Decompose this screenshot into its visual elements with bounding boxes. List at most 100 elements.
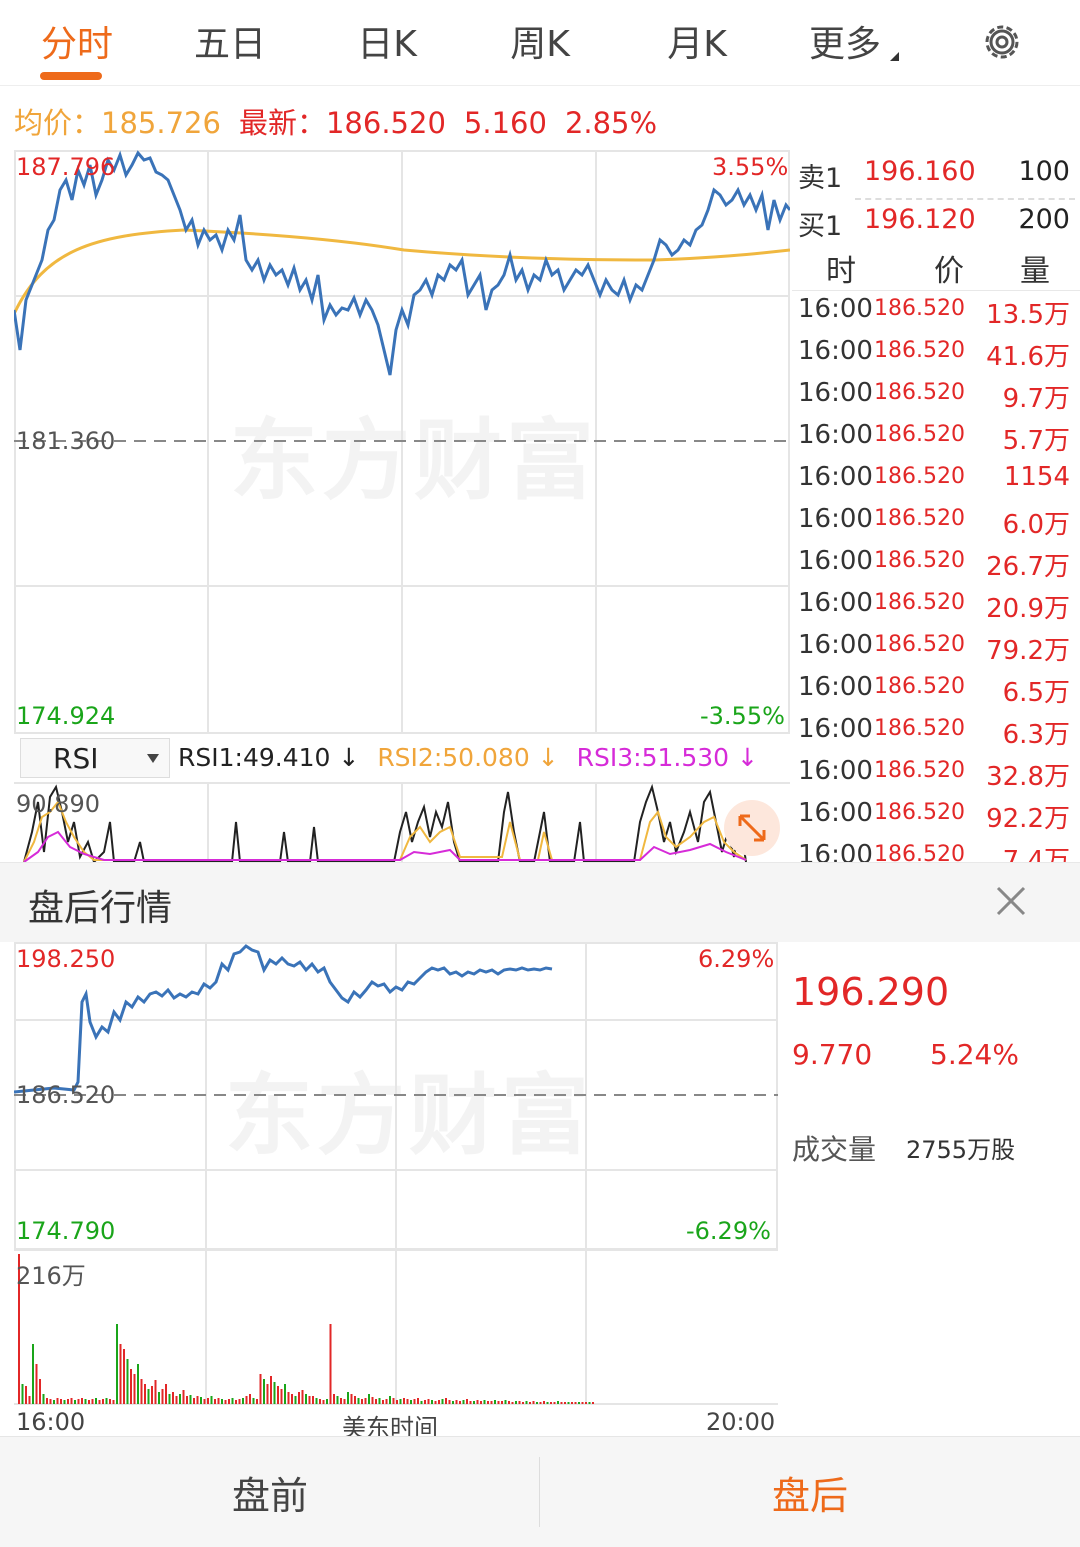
tick-price: 186.520: [874, 716, 965, 741]
tick-price: 186.520: [874, 422, 965, 447]
tick-price: 186.520: [874, 674, 965, 699]
tick-row: 16:00 186.520 92.2万: [792, 794, 1080, 836]
volume-bar: [161, 1389, 164, 1404]
volume-bar: [165, 1384, 167, 1404]
volume-bar: [42, 1394, 45, 1404]
price-change: 5.160: [463, 106, 547, 140]
close-icon[interactable]: [994, 884, 1028, 918]
volume-bar: [32, 1344, 34, 1404]
volume-bar: [25, 1386, 27, 1404]
volume-bar: [343, 1399, 346, 1404]
volume-bar: [322, 1400, 325, 1404]
ask-row: 卖1 196.160 100: [792, 150, 1080, 194]
ah-y-low-label: 174.790: [16, 1217, 116, 1245]
volume-bar: [539, 1402, 542, 1404]
volume-bar: [172, 1392, 174, 1404]
volume-bar: [476, 1400, 479, 1404]
tab-daily-k[interactable]: 日K: [357, 24, 417, 65]
volume-bar: [214, 1399, 216, 1404]
volume-bar: [256, 1399, 258, 1404]
more-dropdown-icon[interactable]: [890, 52, 899, 61]
volume-bar: [469, 1401, 472, 1404]
caret-down-icon: [147, 754, 159, 763]
tick-price: 186.520: [874, 296, 965, 321]
volume-bar: [336, 1396, 339, 1404]
expand-icon: [738, 814, 766, 842]
tick-price: 186.520: [874, 338, 965, 363]
volume-bar: [179, 1394, 181, 1404]
volume-bar: [459, 1401, 461, 1404]
tick-row: 16:00 186.520 41.6万: [792, 332, 1080, 374]
tab-more[interactable]: 更多: [808, 24, 881, 65]
volume-bar: [49, 1399, 52, 1404]
rsi-top-label: 90.890: [16, 790, 100, 818]
volume-bar: [193, 1398, 195, 1404]
tab-five-day[interactable]: 五日: [193, 24, 266, 65]
bid-label: 买1: [798, 211, 843, 242]
tick-row: 16:00 186.520 6.0万: [792, 500, 1080, 542]
after-hours-chart[interactable]: [14, 942, 778, 1408]
volume-bar: [497, 1401, 500, 1404]
tab-intraday[interactable]: 分时: [40, 24, 113, 65]
volume-bar: [263, 1379, 265, 1404]
bottom-divider: [539, 1457, 540, 1527]
volume-bar: [543, 1401, 545, 1404]
expand-chart-button[interactable]: [724, 800, 780, 856]
volume-bar: [249, 1394, 251, 1404]
volume-bar: [567, 1402, 570, 1404]
volume-bar: [21, 1384, 24, 1404]
price-change-pct: 2.85%: [564, 106, 658, 140]
after-hours-title: 盘后行情: [28, 888, 173, 929]
volume-bar: [441, 1399, 444, 1404]
volume-bar: [119, 1344, 122, 1404]
ah-volume-value: 2755万股: [906, 1136, 1016, 1164]
tick-time: 16:00: [798, 672, 873, 702]
ask-price: 196.160: [864, 156, 976, 187]
tick-price: 186.520: [874, 590, 965, 615]
volume-bar: [483, 1400, 486, 1404]
volume-bar: [210, 1396, 213, 1404]
volume-bar: [427, 1399, 430, 1404]
volume-bar: [424, 1400, 426, 1404]
pre-market-button[interactable]: 盘前: [231, 1474, 308, 1518]
tick-time: 16:00: [798, 294, 873, 324]
tick-time: 16:00: [798, 756, 873, 786]
intraday-chart[interactable]: [14, 150, 790, 862]
chart-watermark: 东方财富: [230, 409, 599, 512]
tick-time: 16:00: [798, 714, 873, 744]
tick-time: 16:00: [798, 420, 873, 450]
volume-bar: [490, 1401, 493, 1404]
tick-row: 16:00 186.520 20.9万: [792, 584, 1080, 626]
volume-bar: [410, 1400, 412, 1404]
volume-bar: [280, 1389, 283, 1404]
indicator-select[interactable]: RSI: [20, 738, 170, 778]
tick-volume: 26.7万: [986, 552, 1070, 582]
latest-price-value: 186.520: [325, 106, 446, 140]
tick-row: 16:00 186.520 6.3万: [792, 710, 1080, 752]
after-hours-button[interactable]: 盘后: [771, 1474, 848, 1518]
volume-bar: [46, 1398, 48, 1404]
volume-bar: [403, 1398, 405, 1404]
volume-bar: [347, 1392, 349, 1404]
tab-weekly-k[interactable]: 周K: [510, 24, 570, 65]
settings-gear-icon[interactable]: [980, 20, 1024, 64]
tab-monthly-k[interactable]: 月K: [667, 24, 727, 65]
volume-bar: [312, 1396, 314, 1404]
volume-bar: [508, 1401, 510, 1404]
volume-bar: [504, 1400, 507, 1404]
tick-price: 186.520: [874, 380, 965, 405]
volume-bar: [252, 1398, 255, 1404]
rsi-chart[interactable]: [14, 782, 790, 862]
volume-bar: [574, 1402, 577, 1404]
ask-qty: 100: [1018, 156, 1070, 187]
tick-volume: 7.4万: [1002, 846, 1070, 862]
bid-qty: 200: [1018, 204, 1070, 235]
tick-volume: 92.2万: [986, 804, 1070, 834]
volume-bar: [361, 1399, 363, 1404]
tick-time: 16:00: [798, 378, 873, 408]
volume-bar: [462, 1400, 465, 1404]
volume-bar: [109, 1399, 111, 1404]
volume-bar: [382, 1400, 384, 1404]
volume-bar: [480, 1401, 482, 1404]
x-axis-end-label: 20:00: [706, 1408, 776, 1436]
